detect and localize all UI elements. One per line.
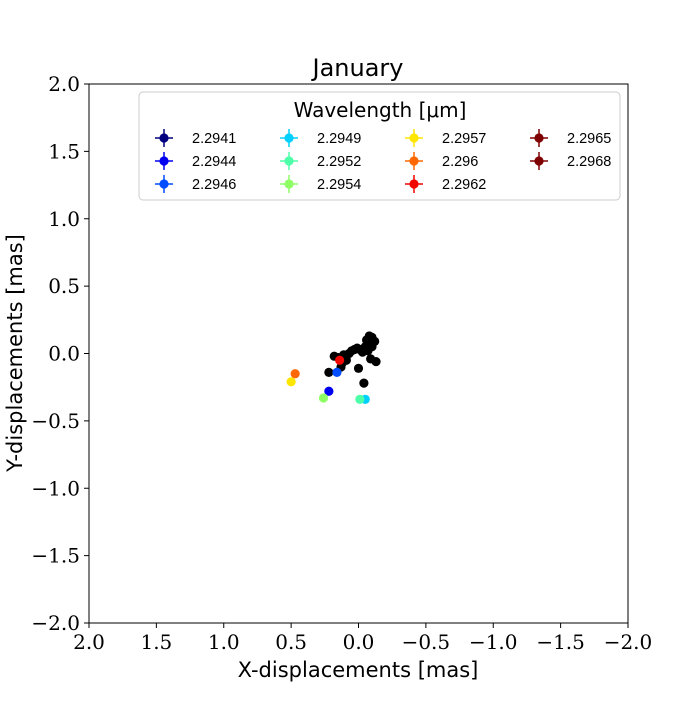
legend-label: 2.2952: [317, 154, 361, 170]
y-tick-label: 0.0: [48, 342, 80, 366]
legend-label: 2.2949: [317, 131, 361, 147]
legend-marker: [159, 179, 169, 189]
series-point: [318, 393, 329, 403]
legend-marker: [159, 156, 169, 166]
legend-entry: 2.2941: [155, 129, 236, 147]
x-tick-label: 1.5: [140, 630, 172, 654]
y-tick-label: 0.5: [48, 274, 80, 298]
legend-marker: [284, 179, 294, 189]
legend-marker: [284, 156, 294, 166]
legend-label: 2.2962: [442, 177, 486, 193]
y-tick-label: −1.5: [31, 544, 80, 568]
series-point: [335, 355, 345, 365]
chart-title: January: [311, 54, 404, 82]
data-point: [363, 346, 373, 356]
series-point: [290, 369, 300, 379]
y-tick-label: 1.5: [48, 139, 80, 163]
x-tick-label: 0.5: [275, 630, 307, 654]
legend-label: 2.2968: [567, 154, 611, 170]
x-axis: 2.0 1.5 1.0 0.5 0.0 −0.5 −1.0 −1.5 −2.0: [73, 623, 652, 654]
x-tick-label: 0.0: [343, 630, 375, 654]
legend-entry: 2.2968: [530, 152, 611, 170]
legend: Wavelength [μm] 2.2941 2.2944 2.2946 2.2949…: [138, 91, 621, 201]
legend-marker: [409, 179, 419, 189]
legend-label: 2.2941: [192, 131, 236, 147]
data-point: [353, 363, 364, 373]
legend-entry: 2.2944: [155, 152, 236, 170]
x-tick-label: −0.5: [402, 630, 451, 654]
x-tick-label: −2.0: [604, 630, 653, 654]
data-points: [286, 331, 381, 404]
data-point: [324, 367, 334, 377]
legend-entry: 2.2954: [280, 175, 361, 193]
y-axis: 2.0 1.5 1.0 0.5 0.0 −0.5 −1.0 −1.5 −2.0: [31, 72, 89, 635]
legend-box: [138, 91, 621, 201]
legend-marker: [284, 133, 294, 143]
y-tick-label: −2.0: [31, 611, 80, 635]
legend-marker: [159, 133, 169, 143]
legend-entries: 2.2941 2.2944 2.2946 2.2949 2.2952 2.2954 2.29…: [155, 129, 611, 193]
legend-marker: [409, 133, 419, 143]
legend-entry: 2.2962: [405, 175, 486, 193]
legend-marker: [534, 156, 544, 166]
series-point: [286, 377, 296, 387]
y-tick-label: −0.5: [31, 409, 80, 433]
x-tick-label: −1.5: [536, 630, 585, 654]
legend-entry: 2.2949: [280, 129, 361, 147]
x-tick-label: 2.0: [73, 630, 105, 654]
data-point: [371, 356, 381, 367]
legend-label: 2.296: [442, 154, 478, 170]
x-tick-label: −1.0: [469, 630, 518, 654]
legend-label: 2.2957: [442, 131, 486, 147]
x-axis-label: X-displacements [mas]: [238, 658, 479, 682]
legend-title: Wavelength [μm]: [294, 98, 467, 122]
x-tick-label: 1.0: [208, 630, 240, 654]
legend-entry: 2.296: [405, 152, 478, 170]
legend-entry: 2.2952: [280, 152, 361, 170]
y-tick-label: 2.0: [48, 72, 80, 96]
legend-marker: [534, 133, 544, 143]
legend-entry: 2.2957: [405, 129, 486, 147]
y-axis-label: Y-displacements [mas]: [3, 234, 27, 473]
legend-label: 2.2946: [192, 177, 236, 193]
y-tick-label: −1.0: [31, 476, 80, 500]
legend-label: 2.2944: [192, 154, 236, 170]
legend-entry: 2.2946: [155, 175, 236, 193]
legend-label: 2.2965: [567, 131, 611, 147]
y-tick-label: 1.0: [48, 207, 80, 231]
legend-label: 2.2954: [317, 177, 361, 193]
legend-marker: [409, 156, 419, 166]
series-point: [324, 386, 334, 396]
series-point: [332, 367, 342, 377]
legend-entry: 2.2965: [530, 129, 611, 147]
series-point: [355, 394, 365, 404]
data-point: [359, 378, 369, 388]
